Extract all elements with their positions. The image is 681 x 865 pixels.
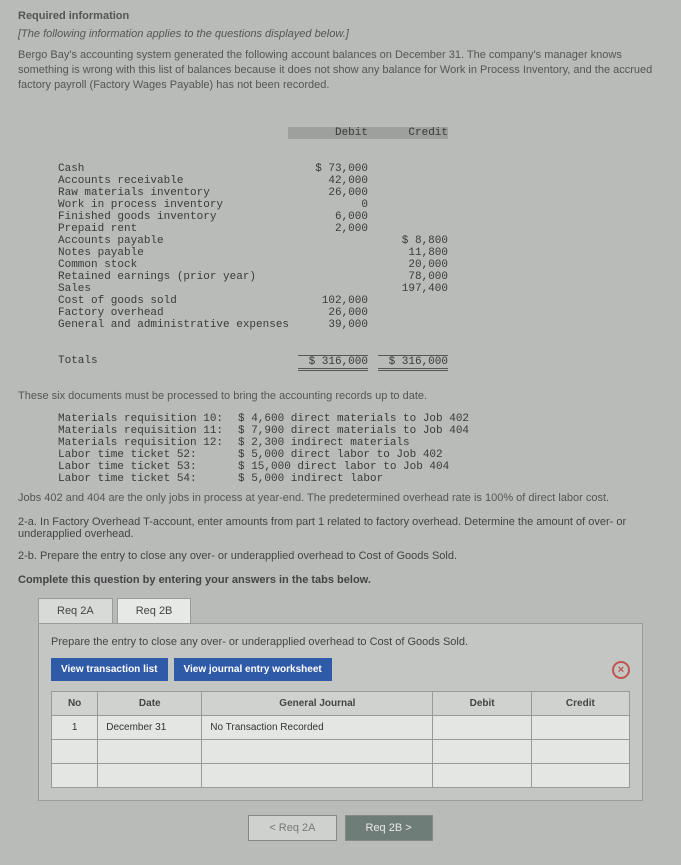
- account-debit: [288, 283, 368, 295]
- account-debit: 0: [288, 199, 368, 211]
- question-2a: 2-a. In Factory Overhead T-account, ente…: [18, 516, 663, 540]
- account-name: Notes payable: [58, 247, 288, 259]
- view-transaction-list-button[interactable]: View transaction list: [51, 658, 168, 681]
- account-debit: [288, 235, 368, 247]
- account-debit: $ 73,000: [288, 163, 368, 175]
- next-button[interactable]: Req 2B >: [345, 815, 433, 841]
- account-debit: [288, 259, 368, 271]
- cell-date[interactable]: December 31: [98, 716, 202, 740]
- account-name: Prepaid rent: [58, 223, 288, 235]
- th-no: No: [52, 692, 98, 716]
- doc-desc: $ 2,300 indirect materials: [238, 437, 410, 449]
- th-date: Date: [98, 692, 202, 716]
- account-credit: [368, 223, 448, 235]
- account-debit: 42,000: [288, 175, 368, 187]
- account-name: Cost of goods sold: [58, 295, 288, 307]
- complete-instruction: Complete this question by entering your …: [18, 574, 663, 586]
- totals-debit: $ 316,000: [298, 355, 368, 371]
- doc-desc: $ 5,000 direct labor to Job 402: [238, 449, 443, 461]
- account-credit: [368, 163, 448, 175]
- doc-label: Materials requisition 12:: [58, 437, 238, 449]
- nav-row: < Req 2A Req 2B >: [18, 815, 663, 841]
- account-credit: 11,800: [368, 247, 448, 259]
- table-row[interactable]: 1 December 31 No Transaction Recorded: [52, 716, 630, 740]
- cell-gj[interactable]: No Transaction Recorded: [202, 716, 433, 740]
- account-debit: 26,000: [288, 307, 368, 319]
- doc-desc: $ 7,900 direct materials to Job 404: [238, 425, 469, 437]
- table-row[interactable]: [52, 764, 630, 788]
- totals-label: Totals: [58, 355, 288, 371]
- cell-debit[interactable]: [433, 716, 531, 740]
- journal-entry-table: No Date General Journal Debit Credit 1 D…: [51, 691, 630, 788]
- account-credit: [368, 199, 448, 211]
- col-debit: Debit: [288, 127, 368, 139]
- account-name: Sales: [58, 283, 288, 295]
- account-name: Cash: [58, 163, 288, 175]
- prev-button[interactable]: < Req 2A: [248, 815, 336, 841]
- account-credit: $ 8,800: [368, 235, 448, 247]
- answer-panel: Prepare the entry to close any over- or …: [38, 623, 643, 801]
- account-name: Accounts receivable: [58, 175, 288, 187]
- account-credit: 197,400: [368, 283, 448, 295]
- account-credit: [368, 211, 448, 223]
- jobs-note: Jobs 402 and 404 are the only jobs in pr…: [18, 491, 663, 506]
- doc-label: Materials requisition 10:: [58, 413, 238, 425]
- trial-balance-table: Debit Credit Cash$ 73,000Accounts receiv…: [58, 103, 663, 383]
- account-debit: 2,000: [288, 223, 368, 235]
- account-credit: [368, 295, 448, 307]
- disclaimer: [The following information applies to th…: [18, 28, 663, 40]
- account-name: Accounts payable: [58, 235, 288, 247]
- account-name: Factory overhead: [58, 307, 288, 319]
- account-debit: 26,000: [288, 187, 368, 199]
- account-name: Retained earnings (prior year): [58, 271, 288, 283]
- account-debit: 6,000: [288, 211, 368, 223]
- panel-instruction: Prepare the entry to close any over- or …: [51, 636, 630, 648]
- intro-paragraph: Bergo Bay's accounting system generated …: [18, 48, 663, 93]
- cell-no[interactable]: 1: [52, 716, 98, 740]
- col-credit: Credit: [368, 127, 448, 139]
- documents-list: Materials requisition 10:$ 4,600 direct …: [58, 413, 663, 485]
- doc-desc: $ 15,000 direct labor to Job 404: [238, 461, 449, 473]
- account-name: General and administrative expenses: [58, 319, 288, 331]
- cell-credit[interactable]: [531, 716, 629, 740]
- account-credit: [368, 175, 448, 187]
- close-icon[interactable]: ×: [612, 661, 630, 679]
- account-name: Raw materials inventory: [58, 187, 288, 199]
- doc-desc: $ 5,000 indirect labor: [238, 473, 383, 485]
- view-journal-worksheet-button[interactable]: View journal entry worksheet: [174, 658, 332, 681]
- totals-credit: $ 316,000: [378, 355, 448, 371]
- account-debit: [288, 247, 368, 259]
- account-debit: 102,000: [288, 295, 368, 307]
- doc-label: Labor time ticket 52:: [58, 449, 238, 461]
- account-debit: 39,000: [288, 319, 368, 331]
- question-2b: 2-b. Prepare the entry to close any over…: [18, 550, 663, 562]
- th-debit: Debit: [433, 692, 531, 716]
- account-credit: [368, 319, 448, 331]
- six-docs-text: These six documents must be processed to…: [18, 389, 663, 404]
- required-heading: Required information: [18, 10, 663, 22]
- account-credit: [368, 307, 448, 319]
- table-row[interactable]: [52, 740, 630, 764]
- doc-desc: $ 4,600 direct materials to Job 402: [238, 413, 469, 425]
- account-name: Finished goods inventory: [58, 211, 288, 223]
- account-name: Common stock: [58, 259, 288, 271]
- tab-req-2a[interactable]: Req 2A: [38, 598, 113, 623]
- account-name: Work in process inventory: [58, 199, 288, 211]
- th-general-journal: General Journal: [202, 692, 433, 716]
- doc-label: Materials requisition 11:: [58, 425, 238, 437]
- tab-bar: Req 2A Req 2B: [38, 598, 663, 623]
- account-credit: [368, 187, 448, 199]
- doc-label: Labor time ticket 54:: [58, 473, 238, 485]
- tab-req-2b[interactable]: Req 2B: [117, 598, 192, 623]
- account-credit: 20,000: [368, 259, 448, 271]
- account-debit: [288, 271, 368, 283]
- account-credit: 78,000: [368, 271, 448, 283]
- th-credit: Credit: [531, 692, 629, 716]
- doc-label: Labor time ticket 53:: [58, 461, 238, 473]
